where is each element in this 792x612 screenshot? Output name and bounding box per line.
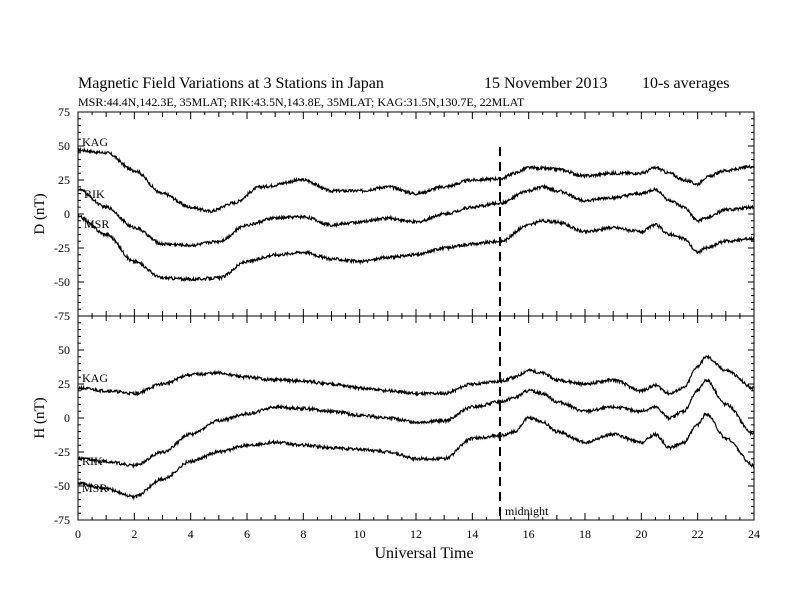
h-ytick-label: 50 [58, 343, 70, 357]
d-ytick-label: 50 [58, 139, 70, 153]
h-ytick-label: 0 [64, 411, 70, 425]
xtick-label: 20 [635, 527, 647, 541]
d-ylabel: D (nT) [32, 193, 48, 234]
d-series-label-kag: KAG [82, 135, 108, 149]
d-series-label-msr: MSR [84, 217, 109, 231]
h-ytick-label: -50 [54, 479, 70, 493]
d-ytick-label: -25 [54, 241, 70, 255]
h-trace-rik [77, 378, 755, 469]
chart-date: 15 November 2013 [484, 75, 608, 92]
d-ytick-label: -75 [54, 309, 70, 323]
d-trace-msr [77, 213, 755, 283]
d-trace-rik [77, 183, 755, 248]
xtick-label: 18 [579, 527, 591, 541]
xtick-label: 14 [466, 527, 478, 541]
chart-title: Magnetic Field Variations at 3 Stations … [78, 75, 384, 92]
xtick-label: 24 [748, 527, 760, 541]
xtick-label: 0 [75, 527, 81, 541]
chart-averaging: 10-s averages [642, 75, 730, 92]
d-series-label-rik: RIK [84, 187, 105, 201]
d-ytick-label: 75 [58, 105, 70, 119]
xtick-label: 22 [692, 527, 704, 541]
declination-panel: 75 50 25 0 -25 -50 -75 D (nT) KAG RIK MSR [32, 105, 755, 323]
d-trace-kag [77, 146, 755, 214]
h-series-label-rik: RIK [82, 454, 103, 468]
h-ytick-label: -25 [54, 445, 70, 459]
xtick-label: 2 [131, 527, 137, 541]
xtick-label: 8 [300, 527, 306, 541]
xtick-label: 4 [188, 527, 194, 541]
x-axis-label: Universal Time [374, 545, 473, 562]
h-trace-kag [77, 354, 754, 398]
d-panel-frame [77, 111, 755, 317]
h-ytick-label: 25 [58, 377, 70, 391]
xtick-label: 10 [354, 527, 366, 541]
d-ytick-label: -50 [54, 275, 70, 289]
d-ytick-label: 25 [58, 173, 70, 187]
d-ytick-label: 0 [64, 207, 70, 221]
midnight-label: midnight [505, 504, 549, 518]
h-panel-frame [77, 315, 755, 521]
xtick-label: 6 [244, 527, 250, 541]
h-series-label-msr: MSR [82, 481, 107, 495]
h-ylabel: H (nT) [32, 397, 48, 438]
xtick-label: 12 [410, 527, 422, 541]
xtick-label: 16 [523, 527, 535, 541]
h-ytick-label: -75 [54, 513, 70, 527]
h-series-label-kag: KAG [82, 371, 108, 385]
stations-line: MSR:44.4N,142.3E, 35MLAT; RIK:43.5N,143.… [78, 95, 525, 109]
h-trace-msr [77, 412, 755, 501]
